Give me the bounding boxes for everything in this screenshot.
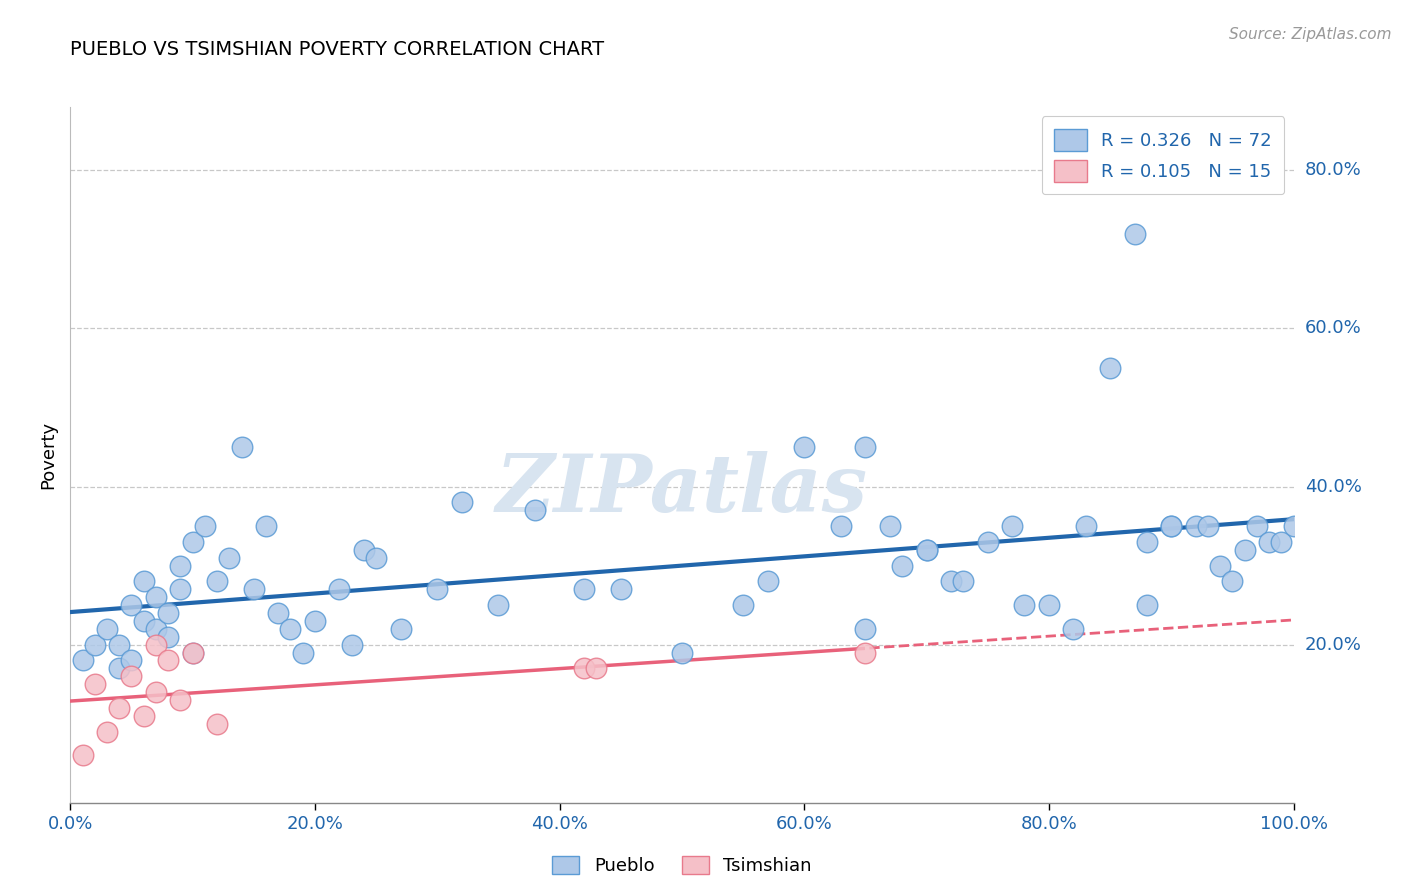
Point — [855, 622, 877, 636]
Point — [231, 440, 253, 454]
Point — [169, 558, 191, 573]
Point — [157, 606, 180, 620]
Point — [121, 598, 143, 612]
Text: 20.0%: 20.0% — [1305, 636, 1361, 654]
Point — [1220, 574, 1243, 589]
Point — [108, 638, 131, 652]
Point — [340, 638, 363, 652]
Point — [976, 534, 998, 549]
Point — [572, 661, 595, 675]
Point — [181, 646, 204, 660]
Point — [1001, 519, 1024, 533]
Point — [243, 582, 266, 597]
Point — [1209, 558, 1232, 573]
Text: 60.0%: 60.0% — [1305, 319, 1361, 337]
Point — [793, 440, 815, 454]
Point — [132, 708, 155, 723]
Point — [756, 574, 779, 589]
Point — [524, 503, 547, 517]
Point — [1282, 519, 1305, 533]
Point — [96, 622, 118, 636]
Point — [353, 542, 375, 557]
Point — [671, 646, 693, 660]
Point — [121, 653, 143, 667]
Point — [72, 748, 94, 763]
Point — [218, 550, 240, 565]
Point — [939, 574, 962, 589]
Point — [585, 661, 607, 675]
Text: 40.0%: 40.0% — [1305, 477, 1361, 496]
Point — [1014, 598, 1036, 612]
Point — [1136, 598, 1159, 612]
Point — [1233, 542, 1256, 557]
Point — [145, 622, 167, 636]
Point — [181, 646, 204, 660]
Point — [1160, 519, 1182, 533]
Point — [450, 495, 472, 509]
Point — [72, 653, 94, 667]
Point — [132, 574, 155, 589]
Point — [83, 638, 105, 652]
Point — [267, 606, 290, 620]
Point — [855, 646, 877, 660]
Point — [145, 685, 167, 699]
Point — [1136, 534, 1159, 549]
Point — [121, 669, 143, 683]
Point — [1074, 519, 1097, 533]
Text: Source: ZipAtlas.com: Source: ZipAtlas.com — [1229, 27, 1392, 42]
Point — [145, 638, 167, 652]
Point — [952, 574, 974, 589]
Point — [1062, 622, 1084, 636]
Point — [157, 630, 180, 644]
Point — [879, 519, 901, 533]
Point — [304, 614, 326, 628]
Point — [366, 550, 388, 565]
Point — [1270, 534, 1292, 549]
Point — [181, 534, 204, 549]
Point — [830, 519, 852, 533]
Text: PUEBLO VS TSIMSHIAN POVERTY CORRELATION CHART: PUEBLO VS TSIMSHIAN POVERTY CORRELATION … — [70, 40, 605, 59]
Point — [205, 716, 228, 731]
Y-axis label: Poverty: Poverty — [39, 421, 58, 489]
Point — [1184, 519, 1206, 533]
Point — [132, 614, 155, 628]
Point — [254, 519, 277, 533]
Point — [169, 693, 191, 707]
Point — [328, 582, 350, 597]
Point — [194, 519, 217, 533]
Point — [1160, 519, 1182, 533]
Point — [915, 542, 938, 557]
Point — [291, 646, 314, 660]
Point — [1099, 360, 1122, 375]
Point — [1197, 519, 1219, 533]
Point — [157, 653, 180, 667]
Point — [83, 677, 105, 691]
Point — [145, 591, 167, 605]
Point — [891, 558, 914, 573]
Text: ZIPatlas: ZIPatlas — [496, 451, 868, 528]
Point — [108, 661, 131, 675]
Point — [733, 598, 755, 612]
Point — [1258, 534, 1281, 549]
Point — [1038, 598, 1060, 612]
Text: 80.0%: 80.0% — [1305, 161, 1361, 179]
Point — [1123, 227, 1146, 241]
Point — [915, 542, 938, 557]
Point — [280, 622, 302, 636]
Point — [96, 724, 118, 739]
Point — [426, 582, 449, 597]
Point — [389, 622, 412, 636]
Point — [488, 598, 510, 612]
Point — [108, 701, 131, 715]
Point — [169, 582, 191, 597]
Point — [1246, 519, 1268, 533]
Point — [610, 582, 633, 597]
Point — [855, 440, 877, 454]
Point — [572, 582, 595, 597]
Legend: Pueblo, Tsimshian: Pueblo, Tsimshian — [543, 847, 821, 884]
Point — [205, 574, 228, 589]
